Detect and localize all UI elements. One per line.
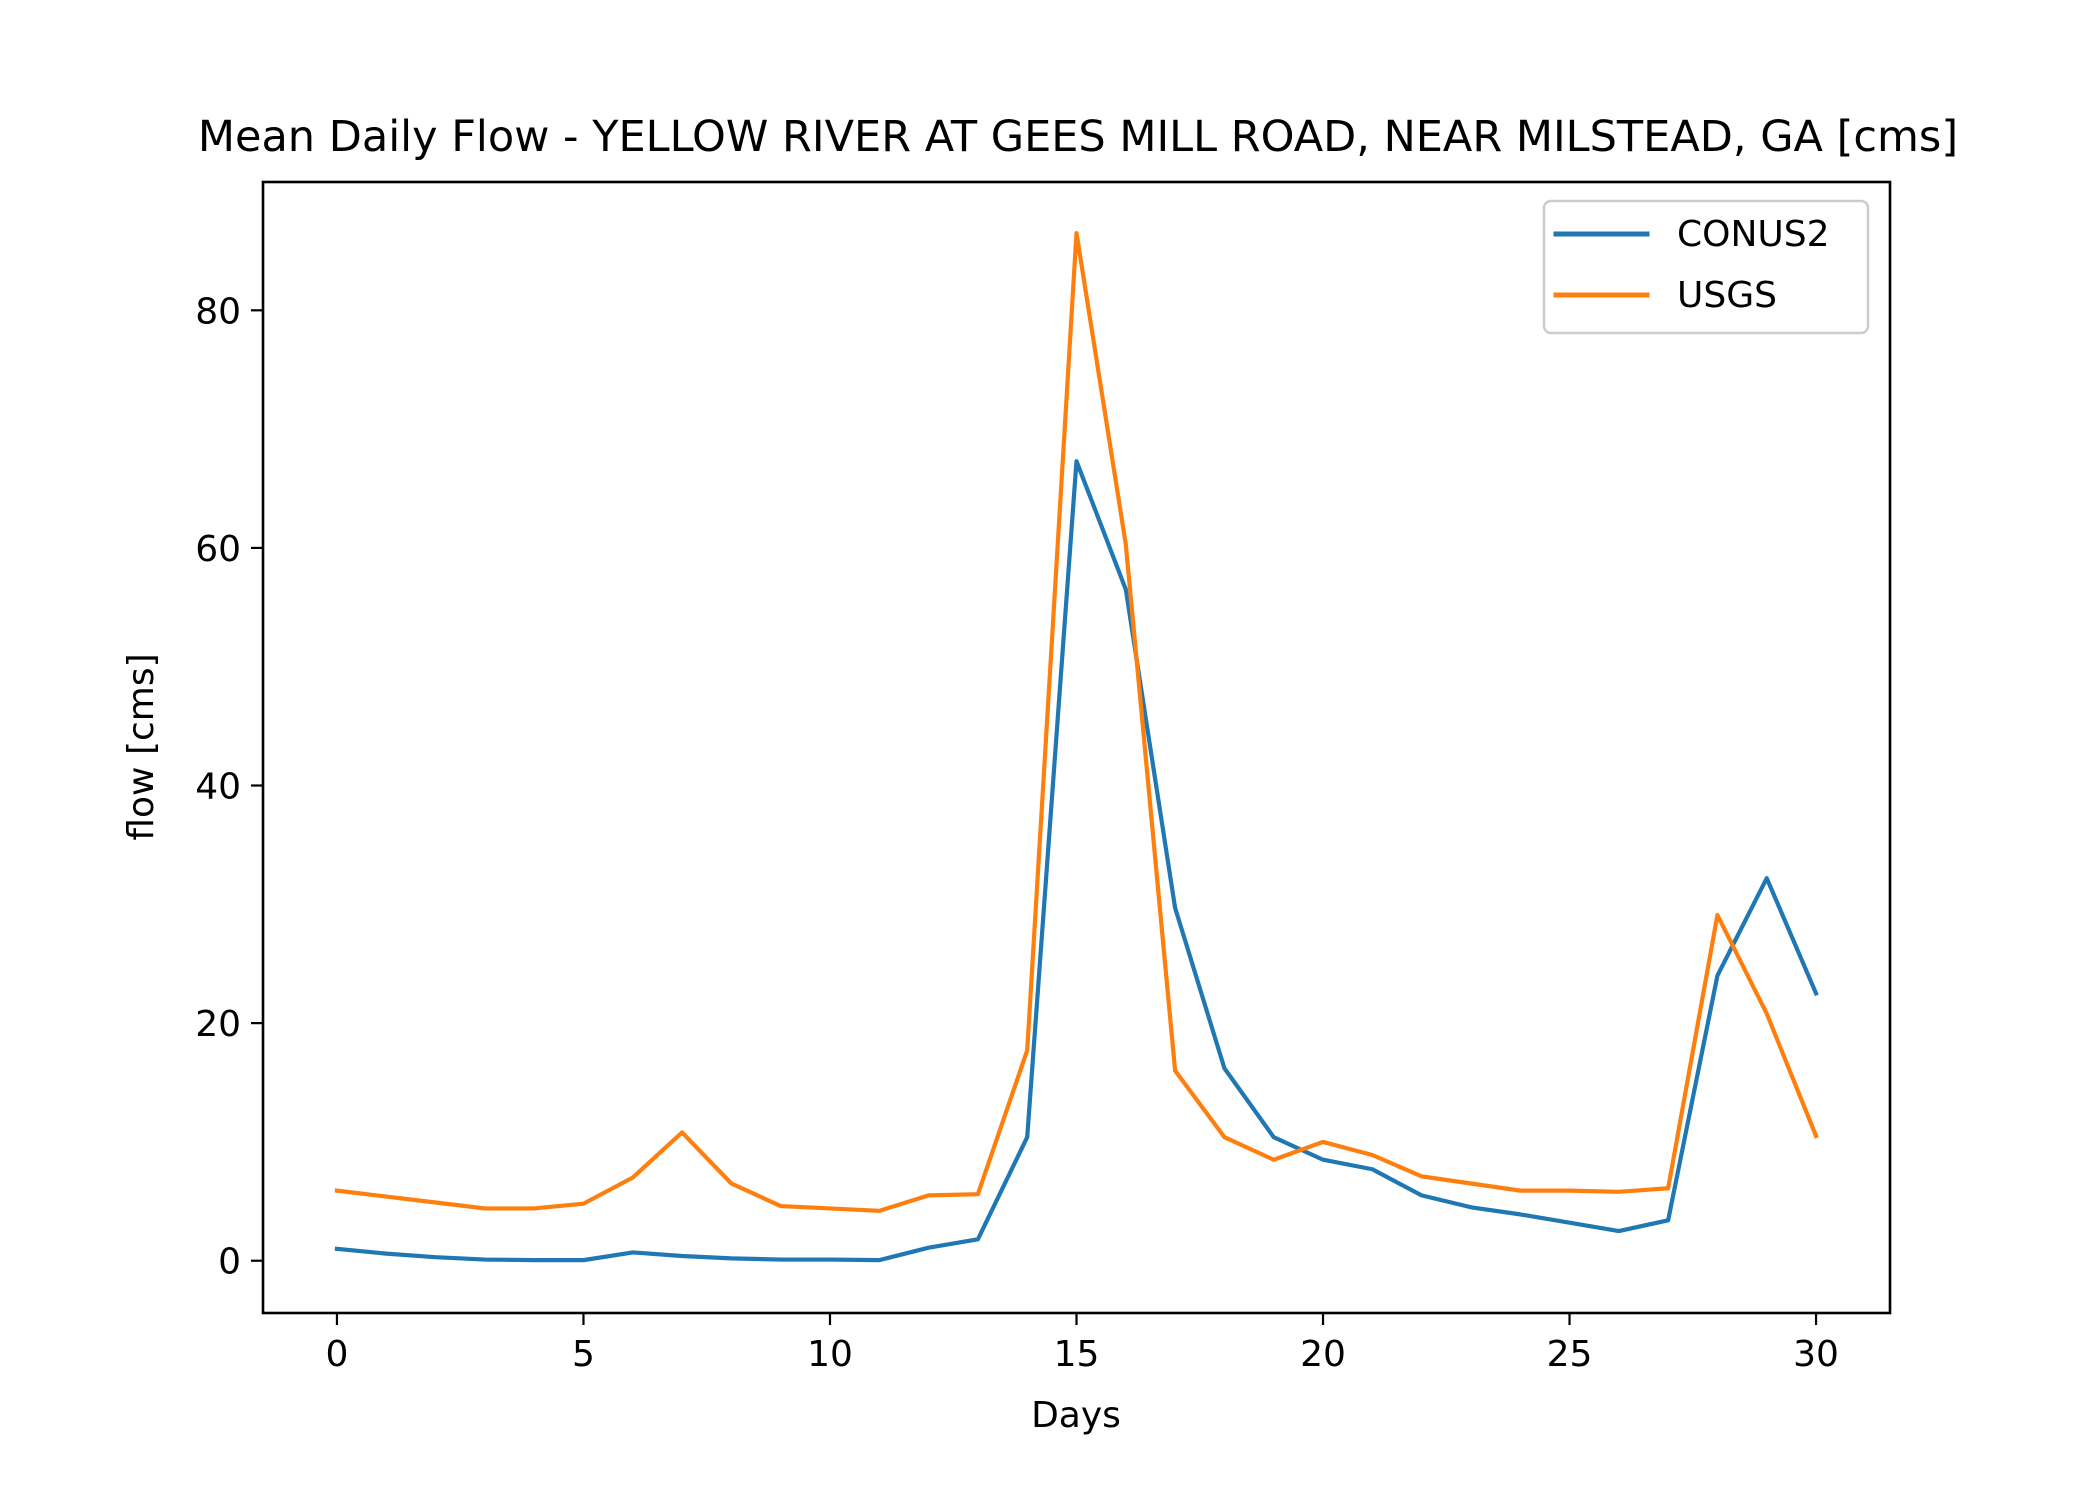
x-axis-ticks: 0 5 10 15 20 25 30: [326, 1313, 1839, 1375]
y-tick-label: 20: [195, 1004, 241, 1045]
chart-title: Mean Daily Flow - YELLOW RIVER AT GEES M…: [198, 112, 1958, 162]
x-axis-label: Days: [1031, 1395, 1121, 1436]
y-tick-label: 40: [195, 767, 241, 808]
legend: CONUS2 USGS: [1542, 199, 1870, 335]
legend-label-usgs: USGS: [1677, 275, 1777, 316]
y-tick-label: 0: [218, 1242, 241, 1283]
x-tick-label: 20: [1300, 1334, 1346, 1375]
x-tick-label: 5: [572, 1334, 595, 1375]
x-tick-label: 0: [326, 1334, 349, 1375]
legend-label-conus2: CONUS2: [1677, 214, 1830, 255]
x-tick-label: 15: [1054, 1334, 1100, 1375]
y-tick-label: 60: [195, 529, 241, 570]
series-line-usgs: [334, 230, 1819, 1213]
x-tick-label: 10: [807, 1334, 853, 1375]
x-tick-label: 30: [1793, 1334, 1839, 1375]
plot-lines: [334, 230, 1819, 1263]
y-axis-ticks: 0 20 40 60 80: [195, 291, 263, 1283]
y-axis-label: flow [cms]: [121, 653, 162, 840]
x-tick-label: 25: [1547, 1334, 1593, 1375]
y-tick-label: 80: [195, 291, 241, 332]
series-line-conus2: [334, 459, 1819, 1263]
